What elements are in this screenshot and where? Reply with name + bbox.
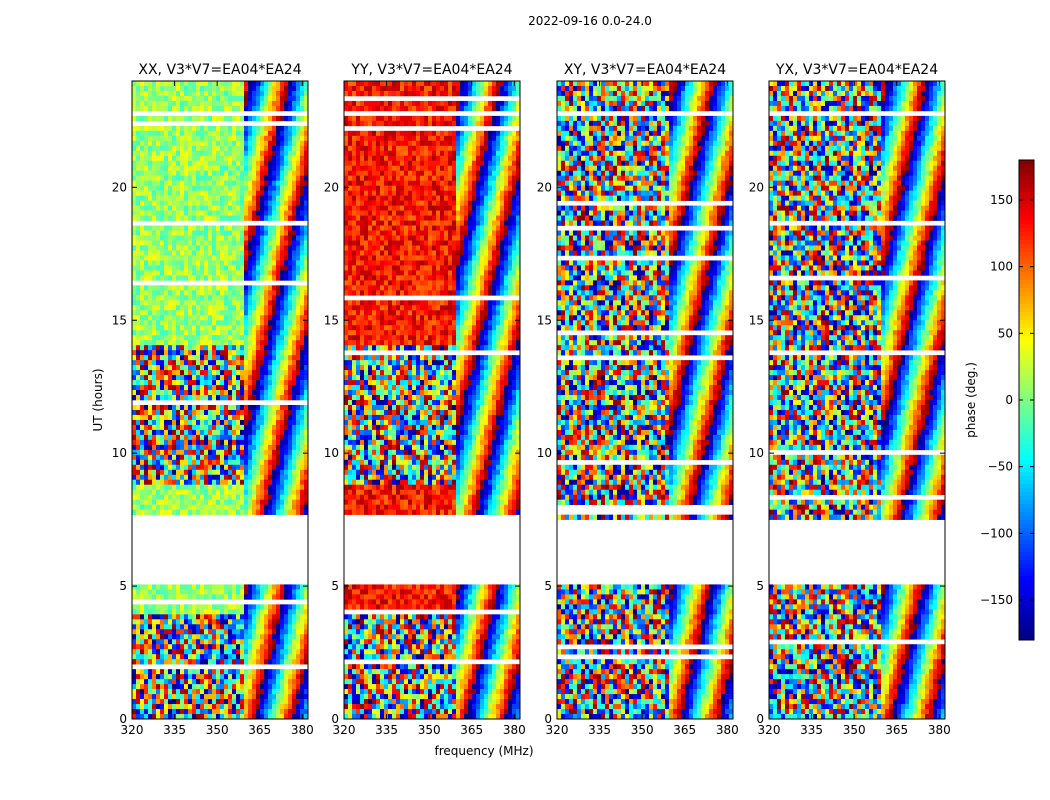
y-tick-label: 10 — [749, 446, 764, 460]
x-tick-label: 350 — [206, 723, 229, 737]
y-tick-label: 20 — [112, 180, 127, 194]
x-tick-label: 335 — [375, 723, 398, 737]
y-tick-label: 10 — [324, 446, 339, 460]
x-axis-label: frequency (MHz) — [434, 744, 533, 758]
x-tick-label: 350 — [418, 723, 441, 737]
phase-heatmap — [557, 81, 734, 720]
x-tick-label: 365 — [460, 723, 483, 737]
y-tick-label: 0 — [331, 712, 339, 726]
colorbar-label: phase (deg.) — [964, 362, 978, 438]
panel-xx: XX, V3*V7=EA04*EA24 320 335 350 365 380 0 5 10 15… — [91, 62, 314, 737]
axes-frame — [768, 80, 946, 720]
y-tick-label: 5 — [119, 579, 127, 593]
x-tick-label: 380 — [291, 723, 314, 737]
x-tick-label: 365 — [673, 723, 696, 737]
y-tick-label: 0 — [544, 712, 552, 726]
y-tick-label: 5 — [756, 579, 764, 593]
panel-yx: YX, V3*V7=EA04*EA24 320 335 350 365 380 0 5 10 15… — [749, 62, 951, 737]
x-tick-label: 365 — [248, 723, 271, 737]
y-tick-label: 5 — [331, 579, 339, 593]
x-tick-label: 380 — [716, 723, 739, 737]
colorbar-tick-label: 150 — [990, 193, 1013, 207]
y-tick-label: 20 — [537, 180, 552, 194]
y-tick-label: 0 — [119, 712, 127, 726]
y-axis-label: UT (hours) — [91, 368, 105, 431]
x-tick-label: 320 — [758, 723, 781, 737]
y-tick-label: 10 — [112, 446, 127, 460]
x-tick-label: 335 — [800, 723, 823, 737]
panel-title: XX, V3*V7=EA04*EA24 — [138, 62, 301, 78]
figure-title: 2022-09-16 0.0-24.0 — [528, 14, 652, 28]
colorbar-tick-label: 50 — [998, 326, 1013, 340]
panel-title: YX, V3*V7=EA04*EA24 — [775, 62, 938, 78]
x-tick-label: 320 — [546, 723, 569, 737]
panel-xy: XY, V3*V7=EA04*EA24 320 335 350 365 380 0 5 10 15… — [537, 62, 739, 737]
phase-heatmap — [344, 81, 521, 720]
x-tick-label: 350 — [631, 723, 654, 737]
colorbar-tick-label: −50 — [988, 460, 1013, 474]
y-tick-label: 15 — [749, 313, 764, 327]
x-tick-label: 320 — [121, 723, 144, 737]
colorbar: 150 100 50 0 −50 −100 −150 phase (deg.) — [964, 159, 1035, 641]
y-tick-label: 15 — [324, 313, 339, 327]
panel-title: YY, V3*V7=EA04*EA24 — [350, 62, 512, 78]
phase-heatmap — [132, 81, 309, 720]
axes-frame — [343, 80, 521, 720]
y-tick-label: 10 — [537, 446, 552, 460]
y-tick-label: 20 — [324, 180, 339, 194]
y-tick-label: 5 — [544, 579, 552, 593]
colorbar-tick-label: 0 — [1005, 393, 1013, 407]
x-tick-label: 335 — [163, 723, 186, 737]
x-tick-label: 380 — [503, 723, 526, 737]
axes-frame — [556, 80, 734, 720]
x-tick-label: 335 — [588, 723, 611, 737]
x-tick-label: 350 — [843, 723, 866, 737]
axes-frame — [131, 80, 309, 720]
colorbar-tick-label: −100 — [980, 526, 1013, 540]
x-tick-label: 320 — [333, 723, 356, 737]
panel-title: XY, V3*V7=EA04*EA24 — [564, 62, 726, 78]
colorbar-tick-label: 100 — [990, 260, 1013, 274]
colorbar-tick-label: −150 — [980, 593, 1013, 607]
y-tick-label: 15 — [112, 313, 127, 327]
x-tick-label: 365 — [885, 723, 908, 737]
x-tick-label: 380 — [928, 723, 951, 737]
phase-heatmap — [769, 81, 946, 720]
y-tick-label: 0 — [756, 712, 764, 726]
y-tick-label: 15 — [537, 313, 552, 327]
y-tick-label: 20 — [749, 180, 764, 194]
panel-yy: YY, V3*V7=EA04*EA24 320 335 350 365 380 0 5 10 15… — [324, 62, 534, 758]
